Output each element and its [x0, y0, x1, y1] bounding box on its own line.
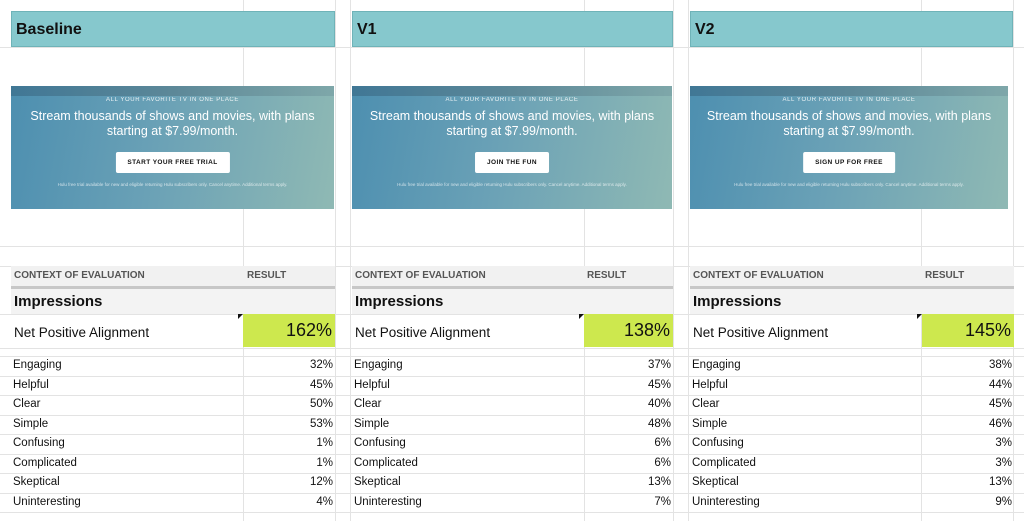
variant-column-v1: V1 ALL YOUR FAVORITE TV IN ONE PLACE Str… [352, 0, 673, 521]
metric-row[interactable]: Uninteresting 7% [354, 495, 671, 508]
metric-row[interactable]: Confusing 3% [692, 437, 1012, 449]
banner-eyebrow: ALL YOUR FAVORITE TV IN ONE PLACE [782, 97, 916, 103]
metric-row[interactable]: Simple 53% [13, 417, 333, 430]
section-title[interactable]: Impressions [352, 289, 673, 314]
banner-eyebrow: ALL YOUR FAVORITE TV IN ONE PLACE [445, 97, 579, 103]
banner-eyebrow: ALL YOUR FAVORITE TV IN ONE PLACE [106, 97, 239, 103]
variant-header-cell[interactable]: Baseline [11, 11, 335, 47]
variant-header-cell[interactable]: V2 [690, 11, 1013, 47]
metric-row[interactable]: Complicated 1% [13, 456, 333, 469]
metric-row[interactable]: Skeptical 12% [13, 476, 333, 488]
banner-headline: Stream thousands of shows and movies, wi… [706, 109, 992, 138]
context-label[interactable]: CONTEXT OF EVALUATION [693, 270, 824, 281]
section-title[interactable]: Impressions [690, 289, 1014, 314]
context-header-row: CONTEXT OF EVALUATION RESULT [690, 266, 1014, 286]
comment-marker-icon [917, 314, 922, 319]
metric-row[interactable]: Uninteresting 9% [692, 495, 1012, 508]
banner-cta-button: START YOUR FREE TRIAL [115, 152, 230, 173]
banner-headline: Stream thousands of shows and movies, wi… [369, 109, 655, 138]
metric-row[interactable]: Clear 45% [692, 398, 1012, 410]
npa-value[interactable]: 162% [243, 314, 335, 347]
metric-row[interactable]: Skeptical 13% [354, 476, 671, 488]
banner-fine-print: Hulu free trial available for new and el… [397, 182, 627, 187]
ad-banner-image: ALL YOUR FAVORITE TV IN ONE PLACE Stream… [690, 86, 1008, 209]
metric-row[interactable]: Complicated 6% [354, 456, 671, 469]
result-label[interactable]: RESULT [925, 270, 965, 281]
context-label[interactable]: CONTEXT OF EVALUATION [355, 270, 486, 281]
banner-headline: Stream thousands of shows and movies, wi… [30, 109, 315, 138]
npa-value[interactable]: 145% [922, 314, 1014, 347]
context-header-row: CONTEXT OF EVALUATION RESULT [352, 266, 673, 286]
comment-marker-icon [238, 314, 243, 319]
metric-row[interactable]: Engaging 32% [13, 359, 333, 371]
metric-row[interactable]: Skeptical 13% [692, 476, 1012, 488]
metric-row[interactable]: Helpful 45% [13, 378, 333, 391]
metric-row[interactable]: Engaging 37% [354, 359, 671, 371]
npa-label[interactable]: Net Positive Alignment [693, 325, 829, 340]
npa-label[interactable]: Net Positive Alignment [14, 325, 150, 340]
ad-banner-image: ALL YOUR FAVORITE TV IN ONE PLACE Stream… [11, 86, 334, 209]
variant-header-cell[interactable]: V1 [352, 11, 673, 47]
section-title[interactable]: Impressions [11, 289, 335, 314]
metric-row[interactable]: Clear 50% [13, 398, 333, 410]
comment-marker-icon [579, 314, 584, 319]
metric-row[interactable]: Helpful 44% [692, 378, 1012, 391]
npa-value[interactable]: 138% [584, 314, 673, 347]
metric-row[interactable]: Engaging 38% [692, 359, 1012, 371]
banner-fine-print: Hulu free trial available for new and el… [734, 182, 964, 187]
metric-row[interactable]: Uninteresting 4% [13, 495, 333, 508]
result-label[interactable]: RESULT [587, 270, 627, 281]
variant-column-baseline: Baseline ALL YOUR FAVORITE TV IN ONE PLA… [11, 0, 335, 521]
context-header-row: CONTEXT OF EVALUATION RESULT [11, 266, 335, 286]
banner-cta-button: SIGN UP FOR FREE [803, 152, 895, 173]
ad-banner-image: ALL YOUR FAVORITE TV IN ONE PLACE Stream… [352, 86, 672, 209]
metric-row[interactable]: Simple 48% [354, 417, 671, 430]
banner-fine-print: Hulu free trial available for new and el… [57, 182, 288, 187]
npa-label[interactable]: Net Positive Alignment [355, 325, 491, 340]
metric-row[interactable]: Complicated 3% [692, 456, 1012, 469]
metric-row[interactable]: Helpful 45% [354, 378, 671, 391]
banner-cta-button: JOIN THE FUN [475, 152, 549, 173]
variant-column-v2: V2 ALL YOUR FAVORITE TV IN ONE PLACE Str… [690, 0, 1014, 521]
metric-row[interactable]: Confusing 6% [354, 437, 671, 449]
metric-row[interactable]: Confusing 1% [13, 437, 333, 449]
metric-row[interactable]: Simple 46% [692, 417, 1012, 430]
metric-row[interactable]: Clear 40% [354, 398, 671, 410]
result-label[interactable]: RESULT [247, 270, 287, 281]
context-label[interactable]: CONTEXT OF EVALUATION [14, 270, 145, 281]
